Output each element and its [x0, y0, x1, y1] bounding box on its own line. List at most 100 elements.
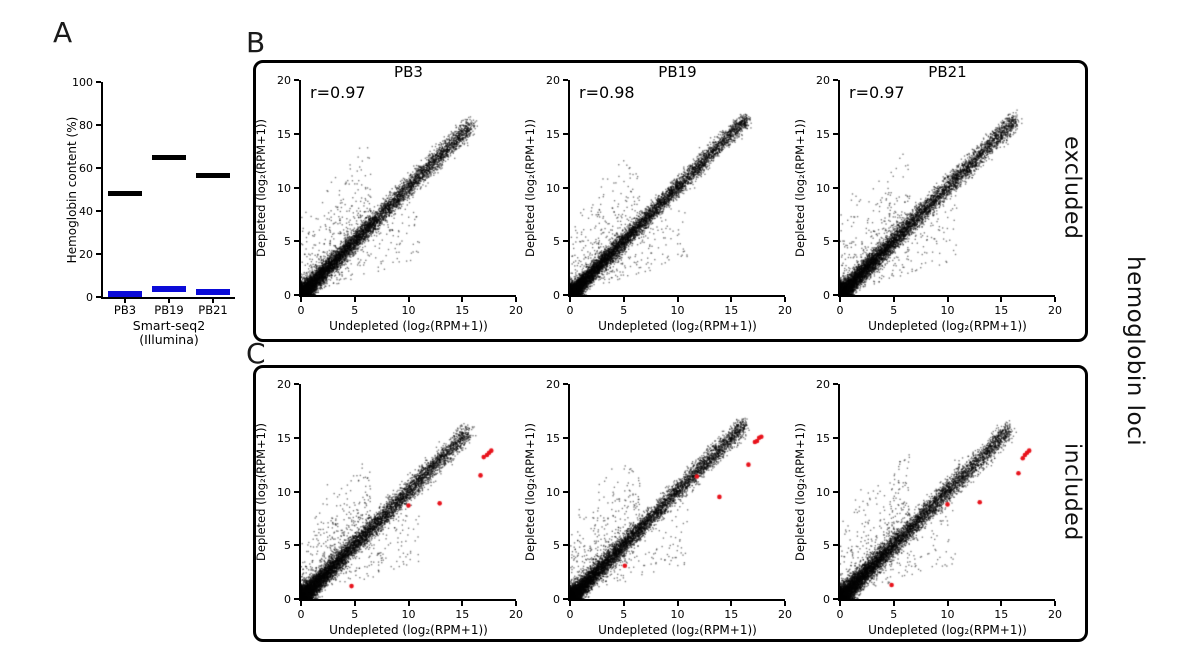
x-axis-tick [892, 601, 895, 606]
plot-title: PB3 [394, 63, 423, 81]
x-axis-category-label: PB3 [113, 303, 137, 317]
x-axis-label: Undepleted (log₂(RPM+1)) [598, 623, 757, 637]
y-axis-line [568, 384, 570, 601]
y-axis-tick [833, 79, 838, 81]
x-axis-tick [569, 601, 571, 606]
x-axis-tick [676, 601, 679, 606]
y-axis-tick [833, 294, 838, 296]
y-axis-label: Hemoglobin content (%) [65, 116, 79, 263]
panel-c-box [253, 365, 1088, 642]
undepleted-bar-mark [108, 191, 142, 197]
x-axis-tick [676, 297, 679, 302]
x-axis-tick [353, 601, 356, 606]
y-axis-tick-label: 5 [553, 539, 560, 553]
x-axis-tick [407, 297, 410, 302]
x-axis-tick-label: 5 [351, 608, 359, 621]
y-axis-tick [96, 296, 101, 298]
panel-a-label: A [53, 16, 73, 49]
x-axis-tick [1000, 297, 1003, 302]
y-axis-tick [833, 240, 838, 243]
x-axis-tick [784, 297, 786, 302]
y-axis-tick-label: 0 [284, 289, 291, 302]
y-axis-tick [96, 253, 101, 255]
y-axis-tick-label: 5 [284, 235, 291, 249]
x-axis-tick [839, 601, 841, 606]
x-axis-tick-label: 15 [994, 608, 1009, 621]
y-axis-line [838, 80, 840, 297]
y-axis-tick-label: 20 [546, 74, 560, 87]
x-axis-tick [515, 297, 517, 302]
x-axis-tick-label: 0 [566, 608, 574, 621]
y-axis-tick-label: 60 [79, 162, 93, 175]
y-axis-tick-label: 20 [816, 74, 830, 87]
y-axis-tick [96, 81, 101, 83]
y-axis-tick-label: 10 [546, 485, 560, 499]
x-axis-tick-label: 0 [836, 608, 844, 621]
y-axis-tick-label: 15 [277, 127, 291, 141]
y-axis-tick [833, 490, 838, 493]
y-axis-tick-label: 0 [823, 289, 830, 302]
y-axis-tick [294, 383, 299, 385]
x-axis-tick [407, 601, 410, 606]
x-axis-tick [515, 601, 517, 606]
y-axis-tick-label: 10 [816, 181, 830, 195]
y-axis-tick-label: 0 [823, 593, 830, 606]
panel-b-box [253, 60, 1088, 342]
y-axis-line [299, 384, 301, 601]
scatter-points-canvas [570, 80, 785, 295]
hemoglobin-content-chart: 0 20 40 60 80 100 PB3 PB19 PB21 Smart-seq2 (Illumi… [0, 0, 250, 350]
x-axis-tick [212, 299, 214, 303]
y-axis-tick [833, 544, 838, 547]
y-axis-tick-label: 0 [553, 593, 560, 606]
y-axis-tick [563, 490, 568, 493]
y-axis-tick [833, 132, 838, 135]
x-axis-tick-label: 20 [509, 608, 523, 621]
x-axis-tick-label: 10 [940, 304, 955, 317]
y-axis-label: Depleted (log₂(RPM+1)) [254, 118, 268, 257]
x-axis-label: Undepleted (log₂(RPM+1)) [868, 319, 1027, 333]
y-axis-tick [563, 294, 568, 296]
scatter-points-canvas [840, 80, 1055, 295]
y-axis-tick-label: 20 [79, 248, 93, 261]
x-axis-tick [839, 297, 841, 302]
y-axis-tick [294, 436, 299, 439]
y-axis-tick-label: 5 [284, 539, 291, 553]
y-axis-tick [563, 79, 568, 81]
y-axis-label: Depleted (log₂(RPM+1)) [793, 422, 807, 561]
x-axis-tick-label: 20 [509, 304, 523, 317]
y-axis-tick-label: 5 [823, 235, 830, 249]
y-axis-tick [294, 544, 299, 547]
y-axis-label: Depleted (log₂(RPM+1)) [523, 118, 537, 257]
r-value-label: r=0.97 [310, 83, 366, 102]
y-axis-tick [96, 167, 101, 169]
y-axis-tick [294, 240, 299, 243]
x-axis-line [568, 295, 785, 297]
x-axis-line [568, 599, 785, 601]
x-axis-tick-label: 15 [724, 608, 739, 621]
x-axis-label: Undepleted (log₂(RPM+1)) [868, 623, 1027, 637]
y-axis-tick [563, 186, 568, 189]
y-axis-tick-label: 20 [546, 378, 560, 391]
y-axis-label: Depleted (log₂(RPM+1)) [793, 118, 807, 257]
x-axis-tick [946, 297, 949, 302]
y-axis-tick-label: 10 [277, 181, 291, 195]
x-axis-category-label: PB21 [198, 303, 228, 317]
y-axis-tick [833, 436, 838, 439]
x-axis-tick [784, 601, 786, 606]
x-axis-tick-label: 10 [401, 304, 416, 317]
y-axis-tick-label: 15 [546, 127, 560, 141]
x-axis-tick [1054, 297, 1056, 302]
undepleted-bar-mark [152, 154, 186, 160]
x-axis-tick [892, 297, 895, 302]
x-axis-tick-label: 15 [455, 608, 470, 621]
x-axis-line [299, 295, 516, 297]
x-axis-tick-label: 10 [670, 608, 685, 621]
scatter-points-canvas [301, 384, 516, 599]
y-axis-tick-label: 0 [284, 593, 291, 606]
x-axis-tick [946, 601, 949, 606]
y-axis-tick [563, 544, 568, 547]
y-axis-tick [563, 240, 568, 243]
x-axis-tick-label: 15 [724, 304, 739, 317]
x-axis-tick [730, 297, 733, 302]
y-axis-tick-label: 10 [277, 485, 291, 499]
